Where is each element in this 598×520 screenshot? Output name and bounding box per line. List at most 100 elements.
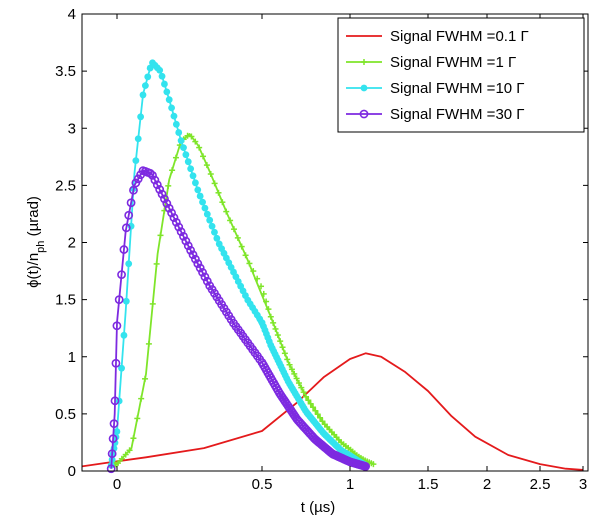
series-1-marker <box>184 132 191 139</box>
series-1-marker <box>298 384 305 391</box>
legend-label: Signal FWHM =10 Γ <box>390 80 525 97</box>
y-tick-label: 1 <box>68 349 76 366</box>
legend-item: Signal FWHM =10 Γ <box>346 80 525 97</box>
series-1-marker <box>307 400 314 407</box>
series-2-marker <box>180 144 187 152</box>
legend-item: Signal FWHM =30 Γ <box>346 106 525 123</box>
series-3-marker <box>181 236 191 246</box>
series-1-marker <box>263 298 270 305</box>
series-3-marker <box>121 223 131 233</box>
series-1-marker <box>227 217 234 224</box>
y-tick-label: 1.5 <box>55 292 76 309</box>
series-2-marker <box>139 91 147 99</box>
series-3-marker <box>183 241 193 251</box>
series-3-marker <box>198 268 207 277</box>
series-2-marker <box>189 172 197 180</box>
series-1-marker <box>272 325 279 332</box>
tick-layer: 0 0.5 1 1.5 2 2.5 3 0 0.5 1 1.5 2 2.5 3 3.5 4 <box>55 6 588 493</box>
series-1-marker <box>118 455 125 462</box>
series-2-marker <box>194 186 202 194</box>
y-axis-label-sub: ph <box>35 241 47 253</box>
series-2-marker <box>172 120 180 128</box>
y-tick-label: 0.5 <box>55 406 76 423</box>
series-1-marker <box>291 370 298 377</box>
series-2-marker <box>208 222 216 230</box>
series-1-marker <box>317 414 324 421</box>
series-2-marker <box>137 113 145 121</box>
series-1-marker <box>300 389 307 396</box>
series-2-marker <box>196 192 204 200</box>
series-1-marker <box>254 275 261 282</box>
series-3-marker <box>191 254 200 264</box>
series-1-marker <box>142 375 149 382</box>
series-1 <box>108 132 377 469</box>
series-1-marker <box>126 447 133 454</box>
series-1-marker <box>265 306 272 313</box>
series-3-marker <box>108 434 118 444</box>
series-3-marker <box>176 227 186 237</box>
series-1-marker <box>122 451 129 458</box>
series-1-marker <box>258 283 265 290</box>
series-2-marker <box>211 228 218 236</box>
legend-label: Signal FWHM =0.1 Γ <box>390 28 529 45</box>
legend-item: Signal FWHM =0.1 Γ <box>346 28 529 45</box>
x-tick-label: 1 <box>346 476 354 493</box>
series-2-marker <box>206 216 214 224</box>
series-3-marker <box>200 272 210 282</box>
series-3-marker <box>111 358 121 368</box>
series-3-marker <box>160 194 169 204</box>
x-tick-label: 3 <box>579 476 587 493</box>
series-3-marker <box>164 203 174 213</box>
series-2-marker <box>199 198 206 206</box>
y-tick-label: 2 <box>68 235 76 252</box>
series-1-marker <box>250 268 257 275</box>
x-tick-label: 2 <box>483 476 491 493</box>
series-3-marker <box>157 189 167 199</box>
series-1-marker <box>211 180 218 187</box>
series-3-marker <box>107 449 117 459</box>
series-1-marker <box>203 162 210 169</box>
series-1-marker <box>361 59 367 65</box>
series-1-marker <box>238 243 245 250</box>
series-3-marker <box>361 462 370 471</box>
series-2-marker <box>118 364 125 372</box>
series-1-marker <box>169 167 176 174</box>
series-2-marker <box>163 88 171 96</box>
series-1-marker <box>134 415 141 422</box>
series-1-marker <box>196 144 203 151</box>
series-3-marker <box>109 419 119 429</box>
series-2-marker <box>213 234 221 242</box>
series-1-marker <box>234 234 241 241</box>
series-1-marker <box>200 153 207 160</box>
series-3-marker <box>167 208 176 218</box>
series-1-marker <box>274 332 281 339</box>
series-1-marker <box>293 375 300 382</box>
series-1-marker <box>246 260 253 267</box>
series-1-marker <box>219 199 226 206</box>
series-1-marker <box>215 189 222 196</box>
series-2-marker <box>113 428 121 435</box>
x-tick-label: 0.5 <box>252 476 273 493</box>
series-1-marker <box>284 356 291 363</box>
series-1-marker <box>260 290 267 297</box>
series-3-marker <box>106 464 116 474</box>
series-1-marker <box>281 350 288 357</box>
series-1-marker <box>157 232 164 239</box>
series-2-marker <box>184 158 192 166</box>
series-2-marker <box>120 331 128 339</box>
y-tick-label: 3.5 <box>55 63 76 80</box>
series-2-marker <box>125 260 133 268</box>
series-layer <box>81 59 584 474</box>
series-2-marker <box>175 129 183 136</box>
series-1-marker <box>145 340 152 347</box>
series-3-marker <box>152 180 162 190</box>
series-3-marker <box>188 250 198 260</box>
series-3-marker <box>119 245 129 254</box>
series-2-marker <box>201 204 209 212</box>
series-3 <box>106 166 370 474</box>
series-1-marker <box>270 319 277 326</box>
series-1-marker <box>319 418 326 425</box>
series-3-marker <box>129 185 138 195</box>
y-axis-label: ϕ(t)/nph (µrad) <box>25 196 47 288</box>
series-3-marker <box>126 198 136 208</box>
